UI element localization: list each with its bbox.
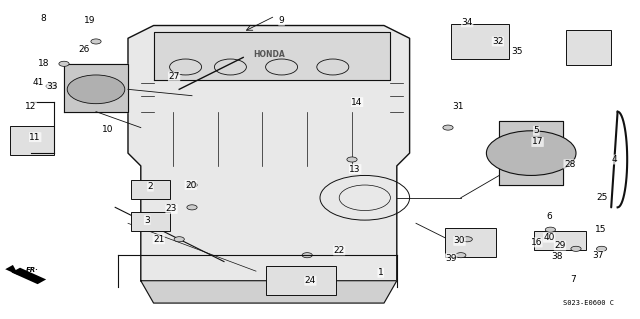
FancyBboxPatch shape bbox=[131, 180, 170, 199]
Circle shape bbox=[302, 253, 312, 258]
Text: 19: 19 bbox=[84, 16, 95, 25]
Text: 16: 16 bbox=[531, 238, 542, 247]
Polygon shape bbox=[499, 121, 563, 185]
Text: 5: 5 bbox=[534, 126, 539, 135]
Circle shape bbox=[571, 246, 581, 251]
Text: 38: 38 bbox=[551, 252, 563, 261]
Text: 34: 34 bbox=[461, 18, 473, 27]
Text: 17: 17 bbox=[532, 137, 543, 146]
Text: S023-E0600 C: S023-E0600 C bbox=[563, 300, 614, 306]
Polygon shape bbox=[12, 268, 46, 284]
Circle shape bbox=[187, 205, 197, 210]
Text: 23: 23 bbox=[166, 204, 177, 213]
Circle shape bbox=[443, 125, 453, 130]
FancyBboxPatch shape bbox=[10, 126, 54, 155]
Text: 7: 7 bbox=[570, 275, 575, 284]
Text: 37: 37 bbox=[593, 251, 604, 260]
Polygon shape bbox=[5, 265, 19, 275]
Polygon shape bbox=[128, 26, 410, 281]
Circle shape bbox=[462, 237, 472, 242]
Text: 4: 4 bbox=[612, 155, 617, 164]
Circle shape bbox=[596, 246, 607, 251]
Text: 12: 12 bbox=[25, 102, 36, 111]
Text: 30: 30 bbox=[454, 236, 465, 245]
Text: 13: 13 bbox=[349, 165, 361, 174]
Circle shape bbox=[545, 227, 556, 232]
Circle shape bbox=[67, 75, 125, 104]
Circle shape bbox=[46, 84, 56, 89]
Circle shape bbox=[347, 157, 357, 162]
Circle shape bbox=[187, 182, 197, 188]
Text: 32: 32 bbox=[492, 37, 504, 46]
FancyBboxPatch shape bbox=[266, 266, 336, 295]
Text: 10: 10 bbox=[102, 125, 113, 134]
FancyBboxPatch shape bbox=[131, 212, 170, 231]
Text: 18: 18 bbox=[38, 59, 49, 68]
Text: 28: 28 bbox=[564, 160, 575, 169]
Text: 3: 3 bbox=[145, 216, 150, 225]
Text: 27: 27 bbox=[168, 72, 180, 81]
Text: FR·: FR· bbox=[26, 267, 38, 273]
Text: 1: 1 bbox=[378, 268, 383, 277]
Text: 6: 6 bbox=[547, 212, 552, 221]
Text: 11: 11 bbox=[29, 133, 41, 142]
Text: 9: 9 bbox=[279, 16, 284, 25]
Text: 22: 22 bbox=[333, 246, 345, 255]
FancyBboxPatch shape bbox=[566, 30, 611, 65]
Text: 40: 40 bbox=[543, 233, 555, 242]
Text: 14: 14 bbox=[351, 98, 363, 107]
Circle shape bbox=[486, 131, 576, 175]
Text: 31: 31 bbox=[452, 102, 463, 111]
Text: 8: 8 bbox=[41, 14, 46, 23]
Text: 41: 41 bbox=[33, 78, 44, 87]
Text: 33: 33 bbox=[47, 82, 58, 91]
Circle shape bbox=[59, 61, 69, 66]
Text: 15: 15 bbox=[595, 225, 606, 234]
Text: 24: 24 bbox=[305, 276, 316, 285]
Text: 35: 35 bbox=[511, 47, 523, 56]
Polygon shape bbox=[154, 32, 390, 80]
Circle shape bbox=[456, 253, 466, 258]
Text: 25: 25 bbox=[596, 193, 607, 202]
Text: 2: 2 bbox=[148, 182, 153, 191]
Text: 21: 21 bbox=[153, 235, 164, 244]
Text: HONDA: HONDA bbox=[253, 50, 285, 59]
Polygon shape bbox=[64, 64, 128, 112]
Text: 39: 39 bbox=[445, 254, 457, 263]
FancyBboxPatch shape bbox=[451, 24, 509, 59]
Circle shape bbox=[91, 39, 101, 44]
FancyBboxPatch shape bbox=[445, 228, 496, 257]
Text: 29: 29 bbox=[554, 241, 566, 250]
Circle shape bbox=[174, 237, 184, 242]
FancyBboxPatch shape bbox=[534, 231, 586, 250]
Text: 26: 26 bbox=[79, 45, 90, 54]
Polygon shape bbox=[141, 281, 397, 303]
Text: 20: 20 bbox=[185, 181, 196, 189]
